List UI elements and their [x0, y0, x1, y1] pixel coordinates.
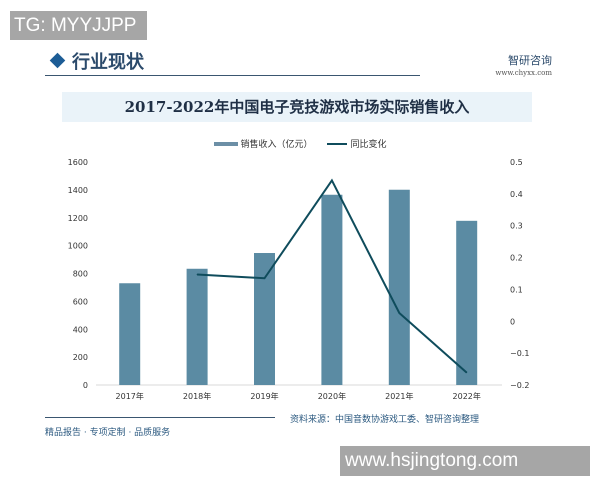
- x-tick: 2019年: [250, 391, 278, 401]
- y-right-tick: 0.1: [510, 285, 523, 294]
- bar: [186, 268, 208, 385]
- footer-slogan: 精品报告 · 专项定制 · 品质服务: [45, 428, 171, 438]
- bar: [321, 194, 343, 385]
- y-right-tick: 0: [510, 317, 515, 326]
- x-tick: 2020年: [318, 391, 346, 401]
- header-divider: [45, 75, 420, 76]
- y-left-tick: 600: [73, 297, 88, 306]
- y-right-tick: 0.4: [510, 190, 523, 199]
- x-tick: 2021年: [385, 391, 413, 401]
- y-left-tick: 1600: [68, 158, 88, 167]
- x-tick: 2017年: [116, 391, 144, 401]
- y-right-tick: 0.3: [510, 222, 523, 231]
- y-right-tick: 0.2: [510, 254, 523, 263]
- bar: [388, 189, 410, 385]
- legend: 销售收入（亿元） 同比变化: [0, 137, 600, 150]
- yoy-point: [466, 372, 468, 374]
- bar: [254, 253, 275, 385]
- y-left-tick: 1000: [68, 242, 88, 251]
- yoy-point: [196, 273, 198, 275]
- legend-bar-label: 销售收入（亿元）: [240, 140, 313, 150]
- y-right-tick: −0.2: [510, 381, 529, 390]
- y-left-tick: 200: [73, 353, 88, 362]
- yoy-point: [331, 179, 333, 181]
- y-left-tick: 1200: [68, 214, 88, 223]
- x-tick: 2022年: [453, 391, 481, 401]
- section-title: 行业现状: [72, 52, 144, 73]
- brand-url: www.chyxx.com: [495, 69, 552, 77]
- bar: [119, 283, 141, 385]
- y-left-tick: 400: [73, 325, 88, 334]
- y-left-tick: 1400: [68, 186, 88, 195]
- x-tick: 2018年: [183, 391, 211, 401]
- y-right-tick: 0.5: [510, 158, 523, 167]
- legend-bar-swatch: [213, 141, 238, 146]
- source-note: 资料来源：中国音数协游戏工委、智研咨询整理: [290, 415, 480, 425]
- legend-line-swatch: [327, 142, 348, 145]
- yoy-point: [264, 277, 265, 279]
- yoy-point: [398, 312, 400, 314]
- y-right-tick: −0.1: [510, 349, 529, 358]
- brand-logo: 智研咨询: [508, 54, 552, 67]
- chart-title: 2017-2022年中国电子竞技游戏市场实际销售收入: [62, 92, 532, 122]
- y-left-tick: 800: [73, 270, 88, 279]
- y-left-tick: 0: [83, 381, 88, 390]
- footer-divider: [45, 417, 275, 418]
- bar: [456, 220, 478, 385]
- legend-line-label: 同比变化: [350, 140, 387, 150]
- watermark-bottom: www.hsjingtong.com: [340, 446, 590, 476]
- watermark-top: TG: MYYJJPP: [10, 11, 147, 40]
